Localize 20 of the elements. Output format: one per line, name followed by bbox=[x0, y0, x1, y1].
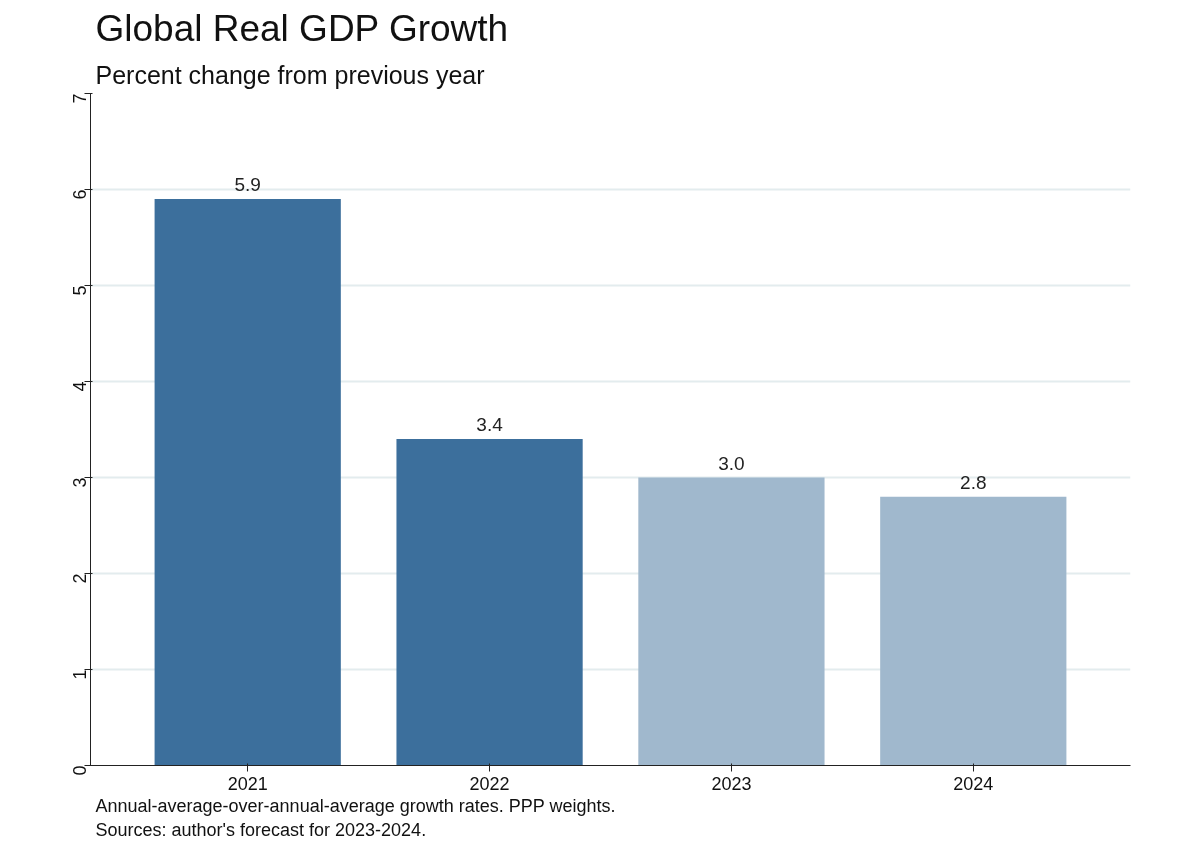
data-label: 3.0 bbox=[718, 452, 745, 474]
y-tick-label: 6 bbox=[70, 189, 90, 200]
y-tick-label: 5 bbox=[70, 285, 90, 296]
text: Annual-average-over-annual-average growth rates. PPP weights. bbox=[95, 795, 616, 816]
chart-title: Global Real GDP Growth bbox=[95, 7, 509, 49]
y-tick-label: 3 bbox=[70, 477, 90, 488]
data-label: 2.8 bbox=[960, 471, 987, 493]
x-tick-label: 2024 bbox=[953, 773, 994, 794]
chart-subtitle: Percent change from previous year bbox=[95, 60, 485, 89]
y-tick-label: 1 bbox=[70, 669, 90, 680]
y-tick-label: 7 bbox=[70, 93, 90, 104]
y-tick-label: 4 bbox=[70, 381, 90, 392]
x-tick-label: 2021 bbox=[227, 773, 268, 794]
data-label: 3.4 bbox=[476, 414, 504, 436]
y-tick-label: 0 bbox=[70, 765, 90, 776]
x-tick-label: 2022 bbox=[469, 773, 510, 794]
x-tick-label: 2023 bbox=[711, 773, 752, 794]
y-tick-label: 2 bbox=[70, 573, 90, 584]
source-note: Sources: author's forecast for 2023-2024. bbox=[95, 819, 427, 840]
data-label: 5.9 bbox=[234, 174, 261, 196]
